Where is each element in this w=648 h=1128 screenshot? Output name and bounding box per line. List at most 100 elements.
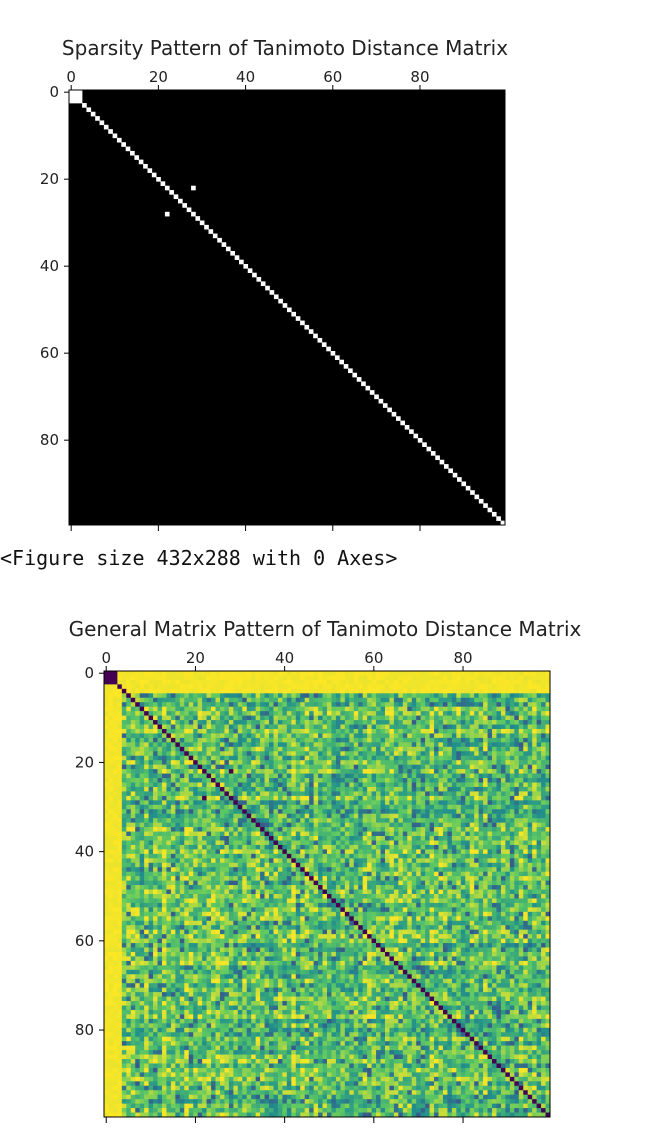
general-matrix-cell <box>228 840 234 846</box>
general-matrix-cell <box>135 800 140 806</box>
general-matrix-cell <box>367 715 372 721</box>
general-matrix-cell <box>331 706 337 712</box>
general-matrix-cell <box>193 773 198 779</box>
general-matrix-cell <box>153 840 158 846</box>
general-matrix-cell <box>309 786 314 792</box>
general-matrix-cell <box>456 724 462 730</box>
general-matrix-cell <box>492 711 497 716</box>
general-matrix-cell <box>451 688 457 694</box>
general-matrix-cell <box>492 836 497 841</box>
general-matrix-cell <box>425 728 430 734</box>
general-matrix-cell <box>358 867 363 872</box>
general-matrix-cell <box>161 867 167 872</box>
general-matrix-cell <box>456 778 462 783</box>
general-matrix-cell <box>202 728 207 734</box>
general-matrix-cell <box>291 862 297 868</box>
general-matrix-cell <box>188 679 194 685</box>
general-matrix-cell <box>487 849 493 855</box>
general-matrix-cell <box>282 693 288 699</box>
general-matrix-cell <box>505 711 511 716</box>
general-matrix-cell <box>460 773 466 779</box>
general-matrix-cell <box>255 728 261 734</box>
general-matrix-cell <box>500 795 506 801</box>
general-matrix-cell <box>197 764 203 770</box>
general-matrix-cell <box>384 853 390 859</box>
general-matrix-cell <box>496 791 502 797</box>
general-matrix-cell <box>500 782 506 788</box>
general-matrix-cell <box>429 778 435 783</box>
general-matrix-cell <box>327 702 332 707</box>
general-matrix-cell <box>282 831 288 837</box>
general-matrix-cell <box>398 858 404 864</box>
general-matrix-cell <box>121 867 127 872</box>
general-matrix-cell <box>353 853 359 859</box>
general-matrix-cell <box>465 684 471 690</box>
general-matrix-cell <box>291 800 297 806</box>
general-matrix-cell <box>219 858 225 864</box>
general-matrix-cell <box>139 715 145 721</box>
general-matrix-cell <box>108 684 114 690</box>
general-matrix-cell <box>492 867 497 872</box>
general-matrix-cell <box>509 822 515 828</box>
general-matrix-cell <box>273 867 279 872</box>
general-matrix-cell <box>541 724 546 730</box>
general-matrix-cell <box>188 724 194 730</box>
general-matrix-cell <box>251 760 256 765</box>
general-matrix-cell <box>434 822 439 828</box>
general-matrix-cell <box>277 800 283 806</box>
general-matrix-cell <box>104 679 109 685</box>
general-matrix-cell <box>108 720 114 725</box>
general-matrix-cell <box>179 804 185 810</box>
general-matrix-cell <box>184 702 190 707</box>
general-matrix-cell <box>277 827 283 832</box>
general-matrix-cell <box>456 862 462 868</box>
general-matrix-cell <box>532 769 537 774</box>
general-matrix-cell <box>434 853 439 859</box>
general-matrix-cell <box>384 746 390 752</box>
general-matrix-cell <box>318 697 323 703</box>
general-matrix-cell <box>416 724 421 730</box>
general-matrix-cell <box>335 885 341 890</box>
general-matrix-cell <box>541 688 546 694</box>
general-matrix-cell <box>425 684 430 690</box>
general-matrix-cell <box>170 671 176 676</box>
general-matrix-cell <box>197 724 203 730</box>
general-matrix-cell <box>242 836 248 841</box>
general-matrix-cell <box>358 804 363 810</box>
general-matrix-cell <box>300 688 305 694</box>
general-matrix-cell <box>300 885 305 890</box>
general-matrix-cell <box>514 755 520 761</box>
general-matrix-cell <box>451 791 457 797</box>
general-matrix-cell <box>215 804 221 810</box>
general-matrix-cell <box>429 827 435 832</box>
general-matrix-cell <box>536 724 542 730</box>
general-matrix-cell <box>429 679 435 685</box>
general-matrix-cell <box>139 755 145 761</box>
general-matrix-cell <box>545 786 551 792</box>
general-matrix-cell <box>175 813 181 819</box>
general-matrix-cell <box>313 755 319 761</box>
general-matrix-cell <box>545 809 551 815</box>
general-matrix-cell <box>376 755 381 761</box>
general-matrix-cell <box>300 778 305 783</box>
general-matrix-cell <box>104 885 109 890</box>
general-matrix-cell <box>367 782 372 788</box>
general-matrix-cell <box>487 720 493 725</box>
general-matrix-cell <box>211 679 216 685</box>
general-matrix-cell <box>291 795 297 801</box>
general-matrix-cell <box>389 862 395 868</box>
general-matrix-cell <box>202 827 207 832</box>
general-matrix-cell <box>402 858 408 864</box>
general-matrix-cell <box>460 831 466 837</box>
general-matrix-cell <box>331 822 337 828</box>
general-matrix-cell <box>139 782 145 788</box>
general-matrix-cell <box>434 840 439 846</box>
general-matrix-cell <box>313 840 319 846</box>
general-matrix-cell <box>407 764 413 770</box>
general-matrix-cell <box>451 720 457 725</box>
general-matrix-cell <box>527 684 533 690</box>
general-matrix-cell <box>389 822 395 828</box>
general-matrix-cell <box>251 867 256 872</box>
general-matrix-cell <box>465 800 471 806</box>
general-matrix-cell <box>264 831 270 837</box>
